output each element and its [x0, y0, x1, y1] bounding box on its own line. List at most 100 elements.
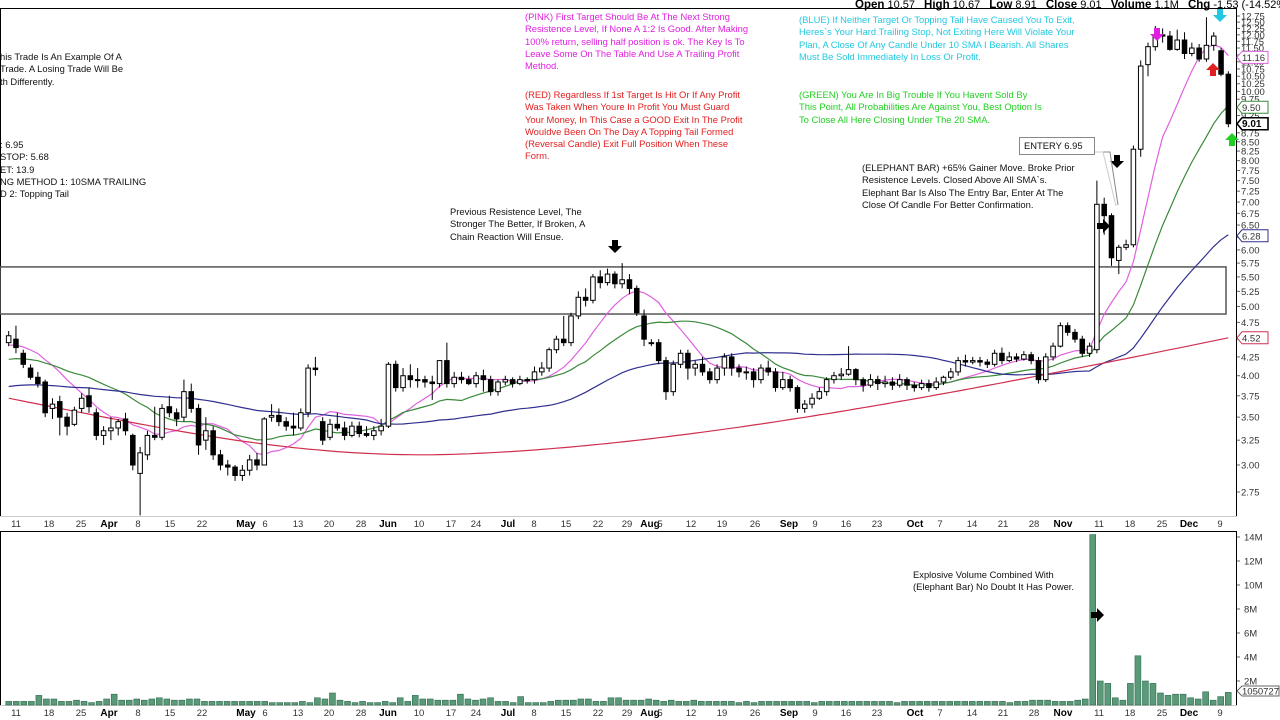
svg-text:12: 12	[686, 519, 697, 530]
svg-text:Jun: Jun	[379, 708, 397, 719]
svg-text:23: 23	[872, 519, 883, 530]
close-label: Close	[1045, 0, 1078, 11]
volume-value: 1.1M	[1154, 0, 1179, 11]
svg-text:16: 16	[841, 708, 852, 719]
low-label: Low	[989, 0, 1013, 11]
svg-text:15: 15	[561, 519, 572, 530]
svg-text:12M: 12M	[1244, 557, 1263, 568]
red-note: (RED) Regardless If 1st Target Is Hit Or…	[525, 89, 743, 162]
svg-text:19: 19	[717, 708, 728, 719]
svg-text:6: 6	[262, 519, 267, 530]
svg-text:Apr: Apr	[100, 708, 117, 719]
change-label: Chg	[1187, 0, 1211, 11]
trade-plan-note: : 6.95 STOP: 5.68 ET: 13.9 NG METHOD 1: …	[0, 139, 147, 200]
svg-text:2M: 2M	[1244, 677, 1257, 688]
svg-text:5: 5	[657, 519, 662, 530]
resistance-note: Previous Resistence Level, The Stronger …	[450, 206, 586, 242]
svg-text:11: 11	[1094, 708, 1104, 719]
svg-text:22: 22	[197, 708, 208, 719]
svg-text:Sep: Sep	[780, 519, 798, 530]
svg-text:7: 7	[937, 708, 942, 719]
blue-note: (BLUE) If Neither Target Or Topping Tail…	[799, 14, 1075, 62]
svg-text:29: 29	[622, 708, 633, 719]
svg-text:20: 20	[324, 708, 335, 719]
svg-text:26: 26	[750, 708, 761, 719]
svg-text:Jun: Jun	[379, 519, 397, 530]
svg-text:11: 11	[11, 519, 21, 530]
svg-text:Jul: Jul	[501, 708, 516, 719]
svg-text:10M: 10M	[1244, 581, 1263, 592]
svg-text:Aug: Aug	[640, 519, 659, 530]
open-value: 10.57	[887, 0, 915, 11]
svg-text:3.00: 3.00	[1241, 460, 1260, 471]
svg-text:Jul: Jul	[501, 519, 516, 530]
svg-text:8.25: 8.25	[1241, 147, 1260, 158]
svg-text:12: 12	[686, 708, 697, 719]
axes: 12.7512.5012.2512.0011.7511.5011.2511.00…	[11, 12, 1280, 719]
svg-text:18: 18	[1125, 708, 1136, 719]
svg-text:1050727: 1050727	[1242, 687, 1279, 698]
resistance-zone	[0, 266, 1227, 315]
svg-text:13: 13	[293, 708, 304, 719]
svg-text:3.50: 3.50	[1241, 413, 1260, 424]
svg-text:11.75: 11.75	[1241, 37, 1264, 48]
svg-text:Oct: Oct	[907, 708, 924, 719]
svg-text:18: 18	[44, 708, 55, 719]
svg-text:13: 13	[293, 519, 304, 530]
svg-text:7.75: 7.75	[1241, 166, 1260, 177]
svg-text:4.00: 4.00	[1241, 371, 1260, 382]
svg-text:15: 15	[561, 708, 572, 719]
svg-text:5.75: 5.75	[1241, 259, 1260, 270]
svg-text:18: 18	[44, 519, 55, 530]
svg-text:9: 9	[812, 708, 817, 719]
svg-text:8.00: 8.00	[1241, 156, 1260, 167]
svg-text:10.75: 10.75	[1241, 64, 1265, 75]
svg-text:9.25: 9.25	[1241, 111, 1260, 122]
low-value: 8.91	[1015, 0, 1037, 11]
annotation-arrows	[608, 9, 1239, 622]
svg-text:6.28: 6.28	[1242, 231, 1261, 242]
svg-text:4.75: 4.75	[1241, 318, 1260, 329]
svg-text:Sep: Sep	[780, 708, 798, 719]
svg-text:14: 14	[967, 519, 978, 530]
svg-text:5: 5	[657, 708, 662, 719]
svg-text:22: 22	[197, 519, 208, 530]
elephant-bar-note: (ELEPHANT BAR) +65% Gainer Move. Broke P…	[862, 162, 1075, 210]
svg-text:20: 20	[324, 519, 335, 530]
svg-text:8: 8	[531, 519, 536, 530]
svg-text:Aug: Aug	[640, 708, 659, 719]
svg-text:28: 28	[356, 519, 367, 530]
svg-text:28: 28	[356, 708, 367, 719]
svg-text:Nov: Nov	[1054, 708, 1073, 719]
svg-text:10.00: 10.00	[1241, 87, 1265, 98]
svg-text:8M: 8M	[1244, 605, 1257, 616]
intro-note: his Trade Is An Example Of A Trade. A Lo…	[0, 51, 124, 87]
svg-text:2.75: 2.75	[1241, 488, 1260, 499]
svg-text:25: 25	[76, 708, 87, 719]
svg-text:11: 11	[1094, 519, 1104, 530]
svg-text:15: 15	[165, 519, 176, 530]
svg-text:5.50: 5.50	[1241, 272, 1260, 283]
svg-text:8: 8	[135, 519, 140, 530]
svg-text:28: 28	[1029, 708, 1040, 719]
svg-text:17: 17	[446, 708, 457, 719]
svg-text:5.25: 5.25	[1241, 287, 1260, 298]
svg-text:7.00: 7.00	[1241, 198, 1260, 209]
svg-text:11: 11	[11, 708, 21, 719]
svg-text:3.75: 3.75	[1241, 391, 1260, 402]
svg-text:6.75: 6.75	[1241, 209, 1260, 220]
svg-text:10.25: 10.25	[1241, 79, 1265, 90]
svg-text:4M: 4M	[1244, 653, 1257, 664]
chart-frame	[0, 8, 1237, 706]
svg-text:9: 9	[1217, 708, 1222, 719]
svg-text:11.16: 11.16	[1242, 53, 1265, 64]
green-note: (GREEN) You Are In Big Trouble If You Ha…	[799, 89, 1042, 125]
high-label: High	[924, 0, 950, 11]
svg-text:10: 10	[414, 519, 425, 530]
svg-text:Nov: Nov	[1054, 519, 1073, 530]
svg-text:9: 9	[1217, 519, 1222, 530]
svg-text:7.25: 7.25	[1241, 187, 1260, 198]
svg-text:22: 22	[593, 519, 604, 530]
svg-text:8.50: 8.50	[1241, 137, 1260, 148]
